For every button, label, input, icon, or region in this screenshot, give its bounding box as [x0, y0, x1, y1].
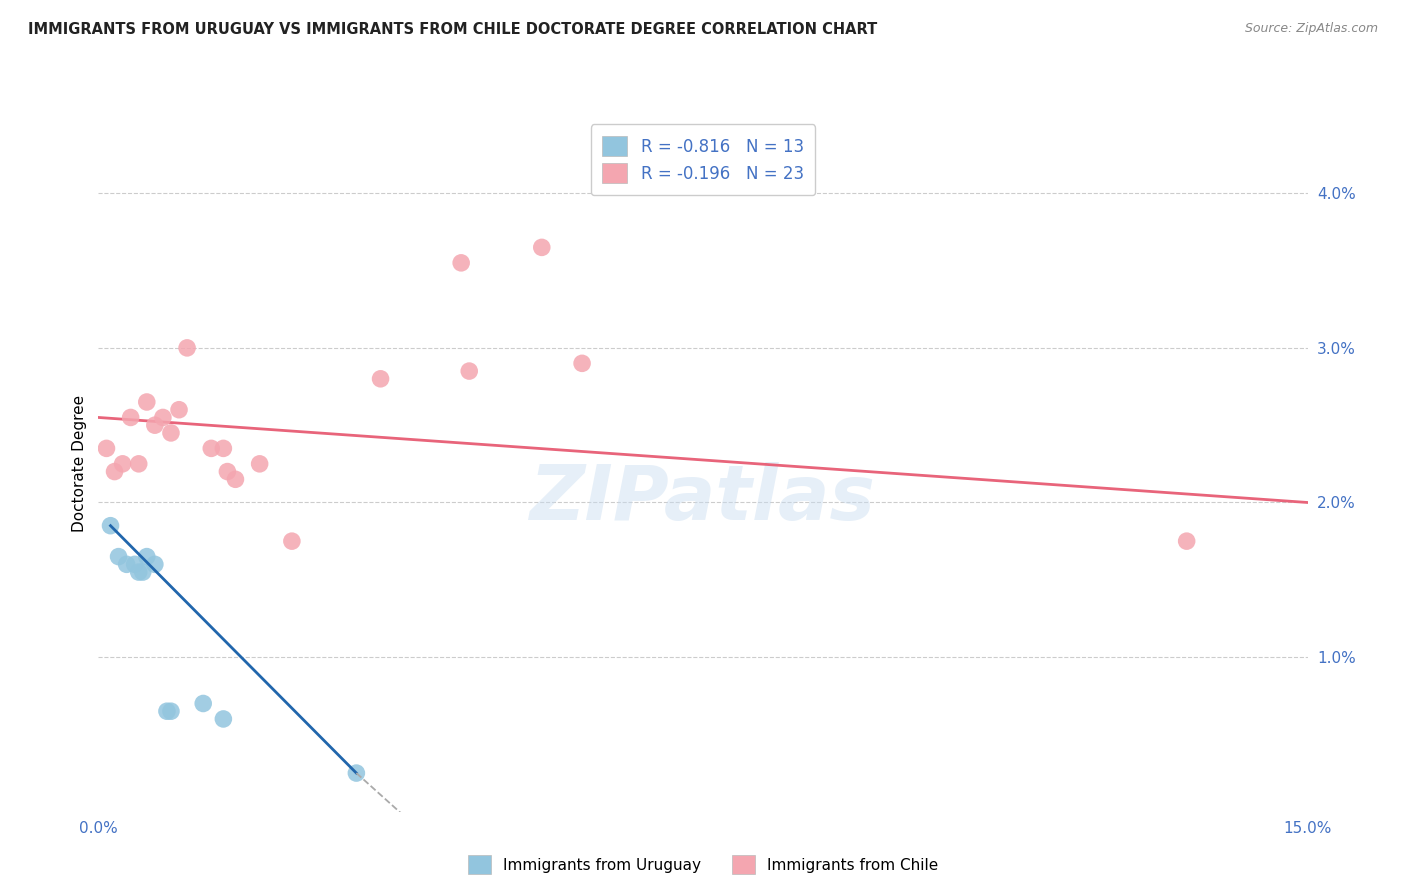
Point [115, 558, 138, 572]
Point [128, 457, 150, 471]
Point [217, 465, 239, 479]
Point [344, 766, 367, 780]
Point [128, 565, 150, 579]
Point [143, 558, 166, 572]
Point [249, 457, 271, 471]
Point [111, 457, 134, 471]
Point [167, 402, 190, 417]
Point [212, 712, 235, 726]
Point [160, 704, 183, 718]
Point [152, 410, 174, 425]
Point [132, 565, 155, 579]
Point [120, 410, 142, 425]
Point [1175, 534, 1198, 549]
Point [200, 442, 222, 456]
Point [224, 472, 246, 486]
Point [156, 704, 179, 718]
Point [281, 534, 304, 549]
Point [135, 395, 157, 409]
Point [450, 256, 472, 270]
Point [107, 549, 129, 564]
Legend: R = -0.816   N = 13, R = -0.196   N = 23: R = -0.816 N = 13, R = -0.196 N = 23 [591, 124, 815, 195]
Point [100, 518, 122, 533]
Point [370, 372, 392, 386]
Text: ZIPatlas: ZIPatlas [530, 462, 876, 535]
Point [160, 425, 183, 440]
Point [571, 356, 593, 370]
Point [212, 442, 235, 456]
Point [176, 341, 198, 355]
Text: IMMIGRANTS FROM URUGUAY VS IMMIGRANTS FROM CHILE DOCTORATE DEGREE CORRELATION CH: IMMIGRANTS FROM URUGUAY VS IMMIGRANTS FR… [28, 22, 877, 37]
Point [458, 364, 481, 378]
Point [124, 558, 146, 572]
Text: Source: ZipAtlas.com: Source: ZipAtlas.com [1244, 22, 1378, 36]
Y-axis label: Doctorate Degree: Doctorate Degree [72, 395, 87, 533]
Legend: Immigrants from Uruguay, Immigrants from Chile: Immigrants from Uruguay, Immigrants from… [461, 849, 945, 880]
Point [135, 549, 157, 564]
Point [193, 697, 215, 711]
Point [103, 465, 125, 479]
Point [530, 240, 553, 254]
Point [143, 418, 166, 433]
Point [96, 442, 118, 456]
